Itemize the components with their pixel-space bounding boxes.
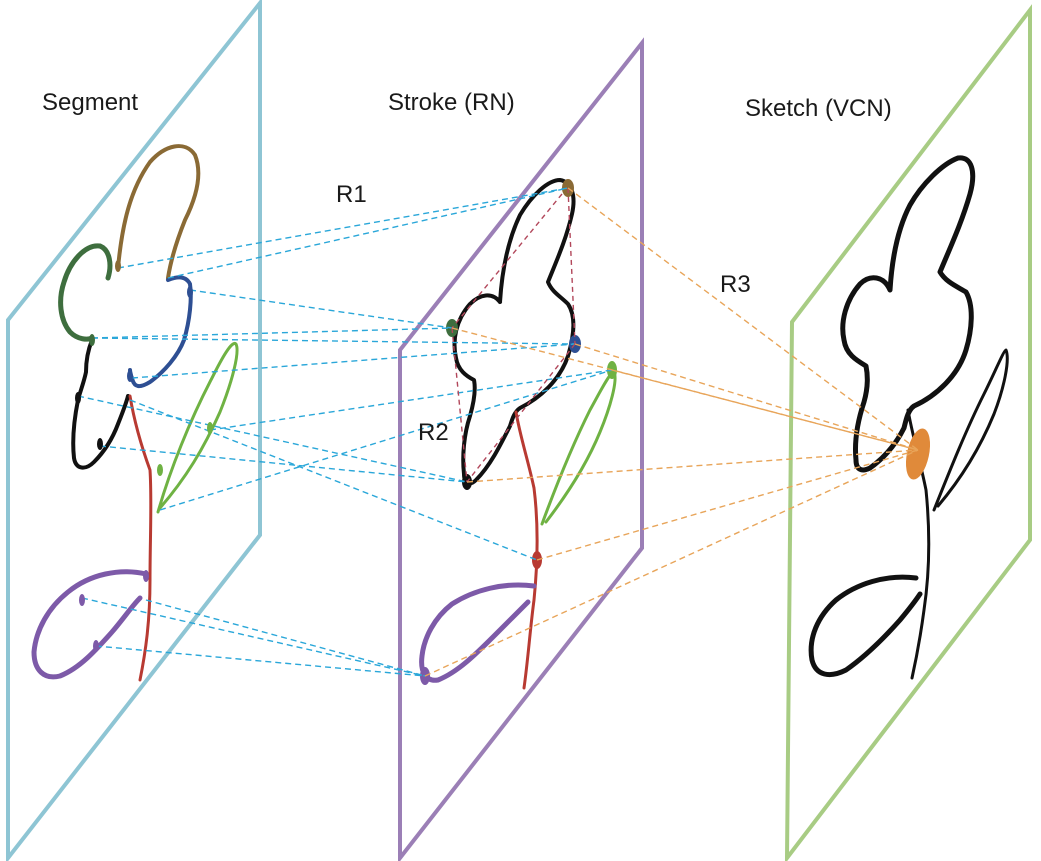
r1-link xyxy=(91,327,453,339)
r1-link xyxy=(77,395,468,483)
r2-link xyxy=(451,327,468,483)
segment-flower xyxy=(31,144,239,682)
r1-link xyxy=(159,369,613,511)
segment-leaf-bottom xyxy=(31,569,149,680)
segment-endpoint xyxy=(93,640,99,652)
stroke-flower xyxy=(419,178,617,690)
stroke-plane xyxy=(398,37,644,861)
r1-link xyxy=(209,369,613,431)
r1-link xyxy=(129,399,538,561)
sketch-hub-node xyxy=(905,428,931,480)
segment-endpoint xyxy=(89,334,95,346)
sketch-flower-outline xyxy=(840,155,976,473)
r3-relations xyxy=(424,187,919,677)
stroke-leaf-right xyxy=(540,370,617,526)
stroke-leaf-bottom xyxy=(419,582,537,683)
segment-endpoint xyxy=(79,594,85,606)
r3-link xyxy=(536,449,919,561)
r1-link xyxy=(99,445,468,483)
segment-endpoints xyxy=(75,260,213,652)
segment-leaf-right xyxy=(156,341,239,514)
sketch-leaf-right xyxy=(932,348,1009,512)
r2-label: R2 xyxy=(418,419,449,446)
r1-link xyxy=(81,597,426,677)
segment-endpoint xyxy=(207,422,213,434)
r2-link xyxy=(451,193,563,329)
segment-petal-bottom xyxy=(71,338,130,470)
r3-link xyxy=(611,369,919,451)
r2-link xyxy=(466,343,576,483)
r1-link xyxy=(95,645,426,677)
sketch-leaf-bottom xyxy=(808,574,923,678)
r1-link xyxy=(189,289,453,329)
r1-label: R1 xyxy=(336,181,367,208)
stroke-flower-outline xyxy=(452,178,576,486)
stroke-label: Stroke (RN) xyxy=(388,89,515,116)
segment-endpoint xyxy=(127,370,133,382)
stroke-stem xyxy=(514,410,539,690)
sketch-flower xyxy=(808,155,1009,680)
segment-petal-top xyxy=(116,144,201,280)
segment-label: Segment xyxy=(42,89,138,116)
r1-link xyxy=(91,337,576,345)
segment-endpoint xyxy=(97,438,103,450)
r3-link xyxy=(567,187,919,451)
r1-link xyxy=(145,599,426,677)
r1-relations xyxy=(77,187,613,677)
r2-link xyxy=(567,187,576,345)
r3-label: R3 xyxy=(720,271,751,298)
segment-endpoint xyxy=(75,392,81,404)
segment-endpoint xyxy=(143,570,149,582)
r1-link xyxy=(167,187,569,279)
r2-relations xyxy=(451,187,576,483)
segment-petal-left xyxy=(58,243,113,342)
segment-petal-right xyxy=(128,275,193,389)
segment-endpoint xyxy=(187,286,193,298)
sketch-label: Sketch (VCN) xyxy=(745,95,892,122)
segment-stem xyxy=(128,394,153,682)
r1-link xyxy=(117,187,569,269)
r3-link xyxy=(424,449,919,677)
segment-endpoint xyxy=(157,464,163,476)
r1-link xyxy=(131,343,576,379)
r3-link xyxy=(466,449,919,483)
segment-plane xyxy=(6,0,262,861)
segment-endpoint xyxy=(115,260,121,272)
sketch-plane xyxy=(784,4,1032,861)
